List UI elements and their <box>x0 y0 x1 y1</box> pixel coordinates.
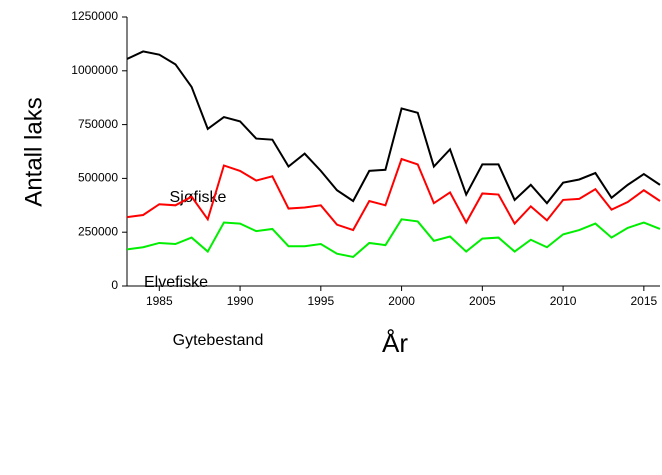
series-label: Elvefiske <box>144 274 208 291</box>
x-tick-label: 2000 <box>388 294 415 308</box>
series-label: Gytebestand <box>173 332 264 349</box>
x-axis-label: År <box>382 328 408 358</box>
series-line <box>126 50 661 205</box>
y-tick-label: 1250000 <box>71 9 118 23</box>
x-tick-label: 2015 <box>630 294 657 308</box>
series-line <box>126 157 661 232</box>
y-tick-label: 0 <box>111 278 118 292</box>
x-tick-label: 1990 <box>227 294 254 308</box>
x-tick-label: 2005 <box>469 294 496 308</box>
x-tick-label: 1995 <box>307 294 334 308</box>
x-tick-label: 1985 <box>146 294 173 308</box>
y-tick-label: 750000 <box>78 117 118 131</box>
y-tick-label: 1000000 <box>71 63 118 77</box>
y-axis-label: Antall laks <box>20 97 47 206</box>
x-tick-label: 2010 <box>550 294 577 308</box>
y-tick-label: 500000 <box>78 171 118 185</box>
y-tick-label: 250000 <box>78 224 118 238</box>
series-line <box>126 218 661 259</box>
